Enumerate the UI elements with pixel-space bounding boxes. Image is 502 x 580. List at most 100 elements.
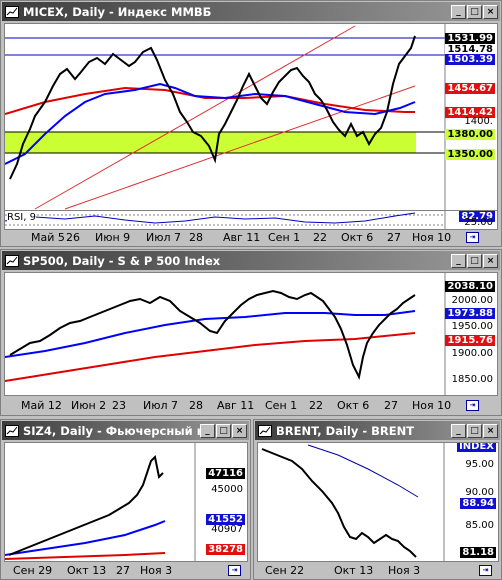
date-tick: Июл 7 — [143, 399, 179, 412]
ma-red — [5, 332, 416, 382]
date-tick: Сен 1 — [265, 399, 298, 412]
price-level-90: 90.00 — [465, 487, 494, 498]
maximize-button[interactable]: □ — [467, 4, 482, 19]
brent-price-plot[interactable]: INDEX 95.00 90.00 88.94 85.00 81.18 — [257, 442, 499, 562]
close-button[interactable]: × — [483, 423, 498, 438]
siz4-candles — [8, 454, 164, 556]
brent-window-title: BRENT, Daily - BRENT — [276, 423, 415, 438]
brent-candles — [261, 448, 417, 558]
date-tick: Ноя 10 — [412, 231, 452, 244]
date-tick: Сен 22 — [265, 564, 305, 577]
price-label-1380: 1380.00 — [445, 129, 495, 140]
brent-chart-window[interactable]: BRENT, Daily - BRENT _ □ × INDEX 95.00 9… — [253, 419, 502, 580]
trendline-upper — [34, 25, 356, 210]
micex-candles — [9, 35, 416, 180]
rsi-container — [4, 211, 497, 227]
date-tick: 28 — [189, 231, 203, 244]
date-tick: 26 — [66, 231, 80, 244]
date-tick: Май 12 — [21, 399, 62, 412]
scroll-end-icon[interactable]: ⇥ — [479, 565, 492, 576]
ma-red — [5, 552, 166, 560]
date-tick: 22 — [309, 399, 323, 412]
micex-price-plot[interactable]: 1531.99 1514.78 1503.39 1454.67 1414.42 … — [4, 23, 498, 211]
price-label-47116: 47116 — [206, 468, 245, 479]
sp500-price-svg — [5, 273, 446, 395]
date-tick: 27 — [116, 564, 130, 577]
trendline-lower — [64, 85, 416, 210]
sp500-date-axis: Май 12 Июн 2 23 Июл 7 28 Авг 11 Сен 1 22… — [4, 398, 498, 413]
date-tick: Окт 6 — [337, 399, 370, 412]
close-button[interactable]: × — [483, 4, 498, 19]
rsi-label: RSI, 9 — [7, 212, 36, 223]
sp500-chart-window[interactable]: SP500, Daily - S & P 500 Index _ □ × 203… — [0, 249, 502, 416]
date-tick: Ноя 3 — [388, 564, 421, 577]
date-tick: Июл 7 — [146, 231, 182, 244]
price-level-1400: 1400. — [464, 116, 493, 127]
sp500-window-title: SP500, Daily - S & P 500 Index — [23, 253, 221, 268]
chart-window-icon — [5, 254, 19, 267]
date-tick: Сен 29 — [13, 564, 53, 577]
price-level-85: 85.00 — [465, 520, 494, 531]
minimize-button[interactable]: _ — [451, 253, 466, 268]
price-level-2000: 2000.00 — [451, 295, 493, 306]
maximize-button[interactable]: □ — [467, 253, 482, 268]
date-tick: 28 — [189, 399, 203, 412]
sp500-price-plot[interactable]: 2038.10 2000.00 1973.88 1950.00 1915.76 … — [4, 272, 498, 396]
ma-blue — [5, 310, 416, 358]
siz4-window-title: SIZ4, Daily - Фьючерсный к... — [23, 423, 200, 438]
price-label-1915: 1915.76 — [445, 335, 495, 346]
brent-price-svg — [261, 443, 445, 561]
date-tick: Ноя 10 — [412, 399, 452, 412]
price-label-1503: 1503.39 — [445, 54, 495, 65]
close-button[interactable]: × — [483, 253, 498, 268]
siz4-titlebar[interactable]: SIZ4, Daily - Фьючерсный к... _ □ × — [2, 421, 249, 440]
chart-window-icon — [258, 424, 272, 437]
rsi-svg — [5, 211, 446, 229]
date-tick: Июн 9 — [95, 231, 131, 244]
siz4-chart-window[interactable]: SIZ4, Daily - Фьючерсный к... _ □ × 4711… — [0, 419, 251, 580]
price-label-2038: 2038.10 — [445, 281, 495, 292]
price-label-88-94: 88.94 — [460, 498, 496, 509]
date-tick: Окт 13 — [334, 564, 374, 577]
micex-chart-window[interactable]: MICEX, Daily - Индекс ММВБ _ □ × 1531.99… — [0, 0, 502, 247]
rsi-line — [5, 212, 416, 224]
micex-price-svg — [5, 24, 446, 210]
price-label-1414: 1414.42 — [445, 107, 495, 118]
price-label-81-18: 81.18 — [460, 547, 496, 558]
rsi-value-label: 82.79 — [459, 211, 495, 222]
minimize-button[interactable]: _ — [200, 423, 215, 438]
brent-titlebar[interactable]: BRENT, Daily - BRENT _ □ × — [255, 421, 500, 440]
ma-red — [5, 86, 415, 115]
scroll-end-icon[interactable]: ⇥ — [466, 232, 479, 243]
minimize-button[interactable]: _ — [451, 423, 466, 438]
close-button[interactable]: × — [232, 423, 247, 438]
micex-titlebar[interactable]: MICEX, Daily - Индекс ММВБ _ □ × — [2, 2, 500, 21]
date-tick: Авг 11 — [223, 231, 261, 244]
sp500-titlebar[interactable]: SP500, Daily - S & P 500 Index _ □ × — [2, 251, 500, 270]
ma-blue — [5, 520, 166, 556]
maximize-button[interactable]: □ — [467, 423, 482, 438]
ma-blue — [307, 444, 419, 498]
price-level-40907: 40907 — [211, 524, 243, 535]
siz4-price-svg — [5, 443, 196, 561]
support-zone — [5, 132, 416, 153]
date-tick: Июн 2 — [71, 399, 107, 412]
date-tick: Май 5 — [31, 231, 65, 244]
minimize-button[interactable]: _ — [451, 4, 466, 19]
maximize-button[interactable]: □ — [216, 423, 231, 438]
price-level-1850: 1850.00 — [451, 374, 493, 385]
siz4-price-plot[interactable]: 47116 45000 41552 40907 38278 — [4, 442, 248, 562]
price-label-38278: 38278 — [206, 544, 245, 555]
scroll-end-icon[interactable]: ⇥ — [466, 400, 479, 411]
price-label-index: INDEX — [457, 442, 496, 452]
chart-window-icon — [5, 424, 19, 437]
date-tick: 27 — [387, 231, 401, 244]
price-label-1454: 1454.67 — [445, 83, 495, 94]
price-label-41552: 41552 — [206, 514, 245, 525]
rsi-plot[interactable]: RSI, 9 82.79 25.00 — [4, 210, 498, 230]
scroll-end-icon[interactable]: ⇥ — [228, 565, 241, 576]
date-tick: 23 — [112, 399, 126, 412]
siz4-date-axis: Сен 29 Окт 13 27 Ноя 3 ⇥ — [4, 563, 248, 578]
sp500-candles — [9, 289, 416, 381]
price-level-1950: 1950.00 — [451, 321, 493, 332]
